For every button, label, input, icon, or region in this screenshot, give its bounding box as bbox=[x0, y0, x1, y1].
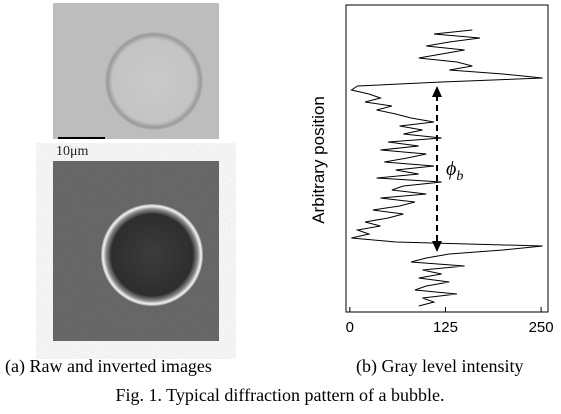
annotation-symbol: ϕ bbox=[446, 158, 456, 180]
profile-line bbox=[350, 29, 543, 307]
annotation: ϕb bbox=[446, 158, 463, 184]
scale-label: 10μm bbox=[56, 144, 89, 159]
x-tick-label: 250 bbox=[529, 319, 554, 336]
bubble bbox=[101, 204, 203, 306]
x-tick-label: 125 bbox=[433, 319, 458, 336]
arrow-head bbox=[432, 241, 442, 252]
arrow-head bbox=[432, 86, 442, 97]
annotation-subscript: b bbox=[456, 169, 463, 184]
bubble bbox=[105, 32, 203, 130]
plot-frame bbox=[345, 4, 549, 313]
x-tick-label: 0 bbox=[346, 319, 354, 336]
y-axis-label: Arbitrary position bbox=[309, 96, 328, 224]
panel-caption: (b) Gray level intensity bbox=[356, 356, 523, 377]
figure-caption: Fig. 1. Typical diffraction pattern of a… bbox=[116, 385, 445, 405]
panel-caption: (a) Raw and inverted images bbox=[5, 356, 212, 377]
